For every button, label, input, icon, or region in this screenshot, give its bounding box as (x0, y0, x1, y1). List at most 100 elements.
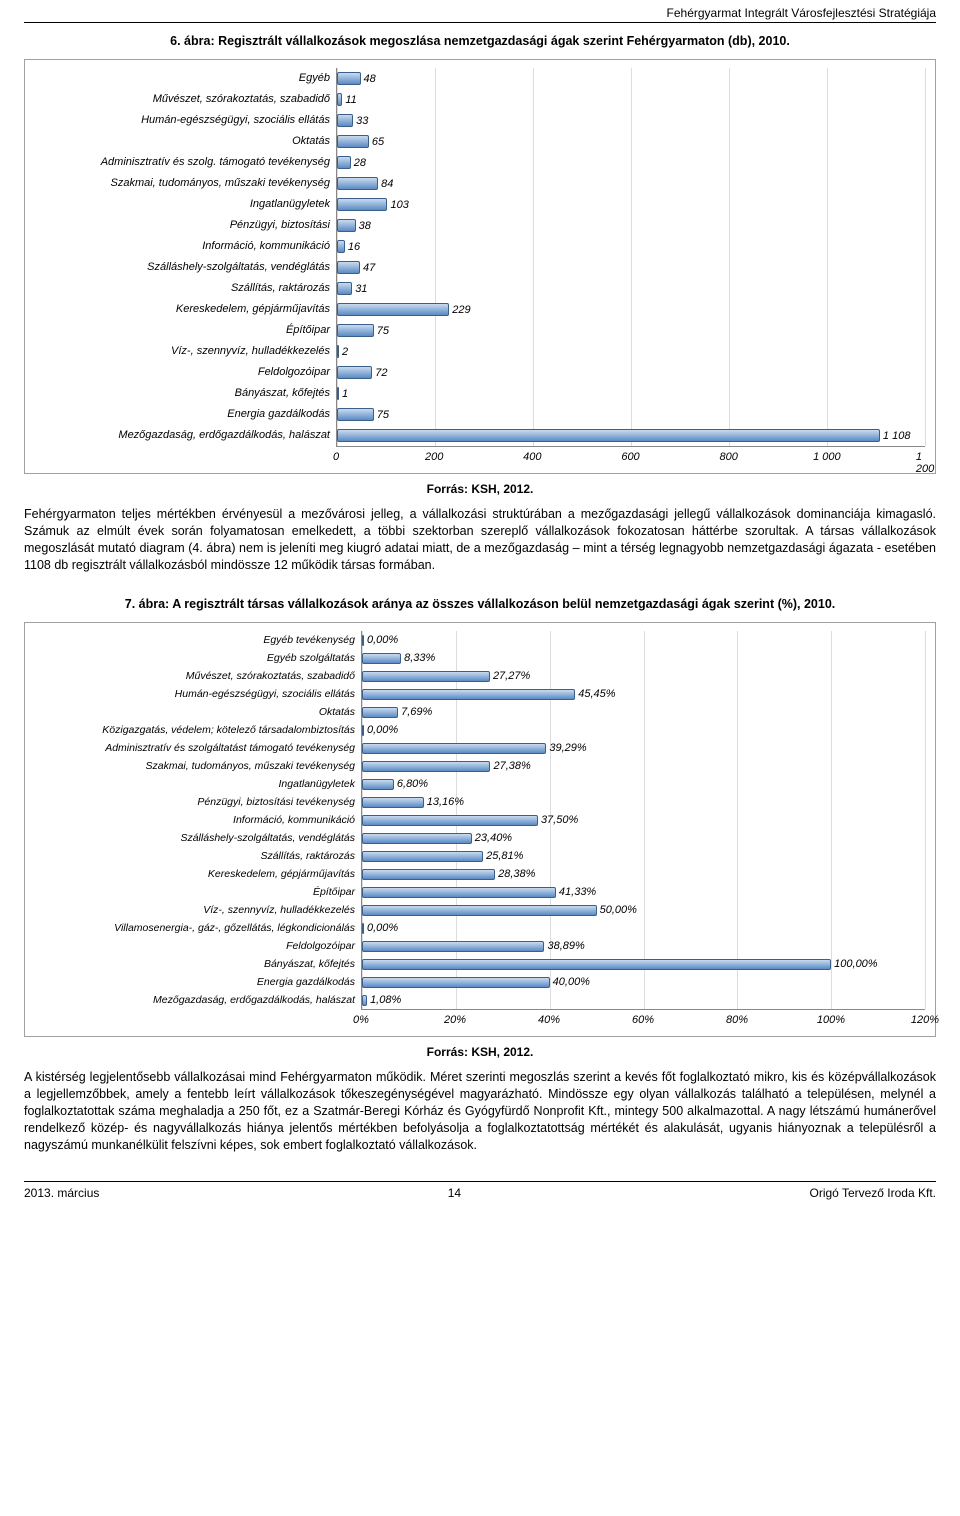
bar-value-label: 100,00% (834, 958, 877, 970)
bar: 38 (337, 219, 356, 232)
doc-title: Fehérgyarmat Integrált Városfejlesztési … (667, 6, 936, 20)
y-label: Mezőgazdaság, erdőgazdálkodás, halászat (31, 425, 336, 446)
x-tick-label: 20% (444, 1014, 466, 1026)
bar: 13,16% (362, 797, 424, 808)
y-label: Információ, kommunikáció (31, 811, 361, 829)
y-label: Kereskedelem, gépjárműjavítás (31, 865, 361, 883)
bar: 45,45% (362, 689, 575, 700)
bar-value-label: 48 (364, 73, 376, 85)
bar-value-label: 1,08% (370, 994, 401, 1006)
y-label: Kereskedelem, gépjárműjavítás (31, 299, 336, 320)
y-label: Oktatás (31, 131, 336, 152)
bar: 2 (337, 345, 339, 358)
bar-value-label: 75 (377, 409, 389, 421)
bar-value-label: 1 (342, 388, 348, 400)
bar: 0,00% (362, 635, 364, 646)
chart1-title: 6. ábra: Regisztrált vállalkozások megos… (24, 23, 936, 59)
bar: 16 (337, 240, 345, 253)
y-label: Feldolgozóipar (31, 362, 336, 383)
bar: 84 (337, 177, 378, 190)
x-tick-label: 1 000 (813, 451, 841, 463)
chart2-y-labels: Egyéb tevékenységEgyéb szolgáltatásMűvés… (31, 631, 361, 1028)
x-tick-label: 80% (726, 1014, 748, 1026)
bar: 72 (337, 366, 372, 379)
bar: 31 (337, 282, 352, 295)
bar-value-label: 40,00% (553, 976, 590, 988)
bar: 38,89% (362, 941, 544, 952)
y-label: Víz-, szennyvíz, hulladékkezelés (31, 341, 336, 362)
bar-value-label: 11 (345, 94, 356, 106)
bar: 11 (337, 93, 342, 106)
bar: 6,80% (362, 779, 394, 790)
bar-value-label: 0,00% (367, 922, 398, 934)
bar: 229 (337, 303, 449, 316)
bar-value-label: 39,29% (549, 742, 586, 754)
bar-value-label: 7,69% (401, 706, 432, 718)
bar: 65 (337, 135, 369, 148)
bar-value-label: 103 (390, 199, 408, 211)
chart2-x-axis: 0%20%40%60%80%100%120% (361, 1010, 925, 1028)
bar: 1 108 (337, 429, 880, 442)
bar-value-label: 45,45% (578, 688, 615, 700)
bar: 33 (337, 114, 353, 127)
y-label: Pénzügyi, biztosítási (31, 215, 336, 236)
y-label: Szálláshely-szolgáltatás, vendéglátás (31, 829, 361, 847)
bar-value-label: 41,33% (559, 886, 596, 898)
x-tick-label: 1 200 (916, 451, 934, 475)
bar-value-label: 75 (377, 325, 389, 337)
bar-value-label: 38 (359, 220, 371, 232)
chart2-title: 7. ábra: A regisztrált társas vállalkozá… (24, 586, 936, 622)
bar-value-label: 13,16% (427, 796, 464, 808)
y-label: Ingatlanügyletek (31, 194, 336, 215)
y-label: Építőipar (31, 883, 361, 901)
y-label: Egyéb szolgáltatás (31, 649, 361, 667)
bar: 100,00% (362, 959, 831, 970)
bar-value-label: 27,27% (493, 670, 530, 682)
bar-value-label: 50,00% (600, 904, 637, 916)
y-label: Ingatlanügyletek (31, 775, 361, 793)
y-label: Feldolgozóipar (31, 937, 361, 955)
paragraph-2: A kistérség legjelentősebb vállalkozásai… (24, 1069, 936, 1153)
x-tick-label: 600 (621, 451, 639, 463)
bar: 8,33% (362, 653, 401, 664)
bar: 27,27% (362, 671, 490, 682)
bar-value-label: 25,81% (486, 850, 523, 862)
bar-value-label: 33 (356, 115, 368, 127)
bar: 7,69% (362, 707, 398, 718)
x-tick-label: 400 (523, 451, 541, 463)
page-header: Fehérgyarmat Integrált Városfejlesztési … (24, 0, 936, 23)
bar-value-label: 47 (363, 262, 375, 274)
y-label: Szálláshely-szolgáltatás, vendéglátás (31, 257, 336, 278)
bar-value-label: 28,38% (498, 868, 535, 880)
bar-value-label: 28 (354, 157, 366, 169)
paragraph-1: Fehérgyarmaton teljes mértékben érvényes… (24, 506, 936, 574)
bar: 0,00% (362, 923, 364, 934)
x-tick-label: 200 (425, 451, 443, 463)
chart1-source: Forrás: KSH, 2012. (24, 482, 936, 496)
chart2-frame: Egyéb tevékenységEgyéb szolgáltatásMűvés… (24, 622, 936, 1037)
y-label: Egyéb tevékenység (31, 631, 361, 649)
bar: 27,38% (362, 761, 490, 772)
bar: 75 (337, 408, 374, 421)
bar-value-label: 0,00% (367, 634, 398, 646)
y-label: Művészet, szórakoztatás, szabadidő (31, 89, 336, 110)
y-label: Szállítás, raktározás (31, 847, 361, 865)
y-label: Adminisztratív és szolgáltatást támogató… (31, 739, 361, 757)
x-tick-label: 60% (632, 1014, 654, 1026)
bar: 39,29% (362, 743, 546, 754)
y-label: Villamosenergia-, gáz-, gőzellátás, légk… (31, 919, 361, 937)
chart2-plot: 0,00% 8,33% 27,27% 45,45% 7,69% 0,00% 39,29% 27… (361, 631, 925, 1010)
x-tick-label: 100% (817, 1014, 845, 1026)
bar-value-label: 6,80% (397, 778, 428, 790)
chart1-y-labels: EgyébMűvészet, szórakoztatás, szabadidőH… (31, 68, 336, 465)
bar-value-label: 84 (381, 178, 393, 190)
y-label: Művészet, szórakoztatás, szabadidő (31, 667, 361, 685)
y-label: Építőipar (31, 320, 336, 341)
bar-value-label: 38,89% (547, 940, 584, 952)
bar: 28 (337, 156, 351, 169)
y-label: Humán-egészségügyi, szociális ellátás (31, 110, 336, 131)
page-footer: 2013. március 14 Origó Tervező Iroda Kft… (24, 1181, 936, 1200)
y-label: Energia gazdálkodás (31, 973, 361, 991)
x-tick-label: 0 (333, 451, 339, 463)
bar-value-label: 37,50% (541, 814, 578, 826)
